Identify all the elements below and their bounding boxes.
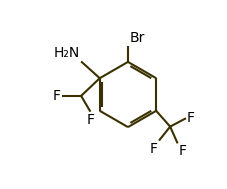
Text: F: F	[149, 142, 157, 156]
Text: F: F	[86, 113, 94, 127]
Text: F: F	[178, 144, 186, 158]
Text: H₂N: H₂N	[54, 46, 80, 60]
Text: F: F	[52, 89, 60, 103]
Text: Br: Br	[129, 31, 145, 45]
Text: F: F	[186, 111, 194, 125]
